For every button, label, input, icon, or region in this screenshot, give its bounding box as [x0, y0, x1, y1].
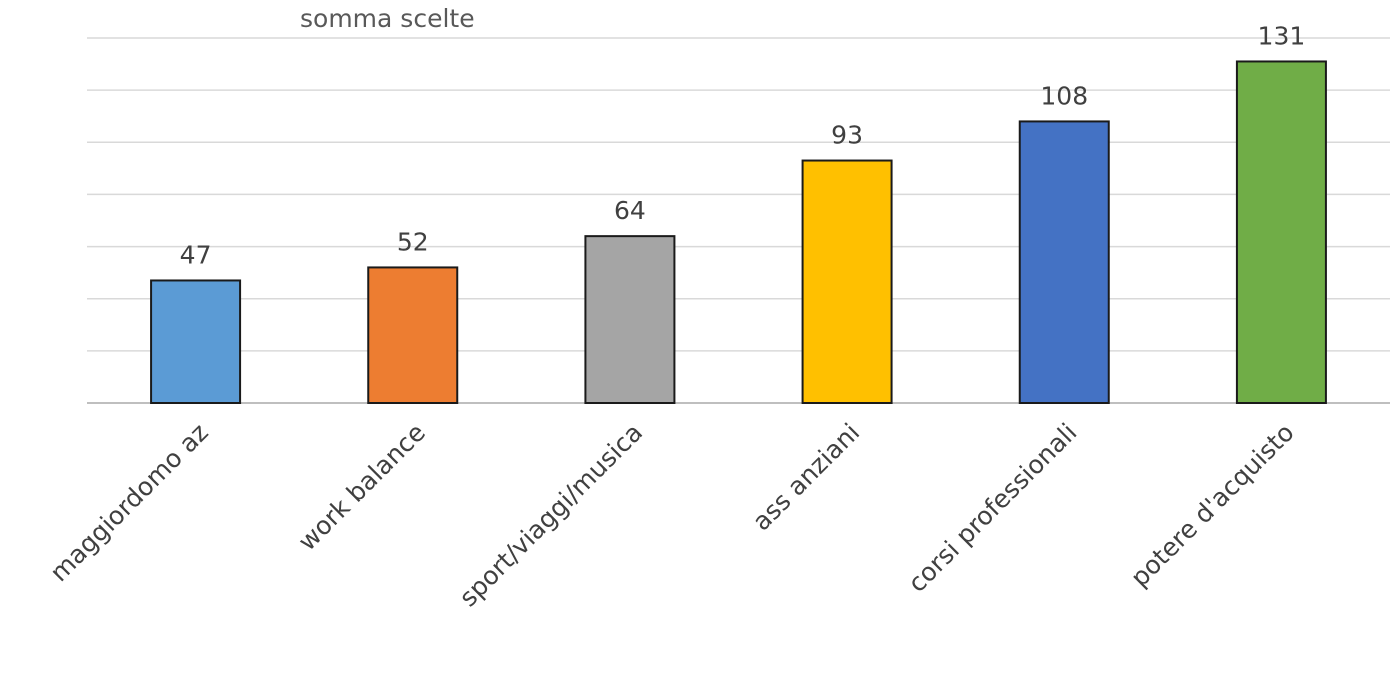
data-label-4: 108	[1040, 81, 1088, 110]
x-tick-label-4: corsi professionali	[902, 418, 1082, 598]
x-tick-label-1: work balance	[292, 418, 431, 557]
bar-0	[150, 279, 242, 405]
x-tick-label-3: ass anziani	[747, 418, 866, 537]
bar-1	[367, 266, 459, 404]
data-label-0: 47	[180, 240, 212, 269]
data-label-2: 64	[614, 196, 646, 225]
x-tick-label-2: sport/viaggi/musica	[454, 418, 649, 613]
bar-3	[801, 159, 893, 404]
x-tick-label-5: potere d'acquisto	[1125, 418, 1300, 593]
chart-title: somma scelte	[300, 4, 475, 33]
x-tick-label-0: maggiordomo az	[44, 418, 213, 587]
data-label-5: 131	[1258, 21, 1306, 50]
data-label-3: 93	[831, 121, 863, 150]
bar-5	[1235, 60, 1327, 404]
data-label-1: 52	[397, 227, 429, 256]
bar-4	[1018, 120, 1110, 405]
bar-2	[584, 235, 676, 404]
